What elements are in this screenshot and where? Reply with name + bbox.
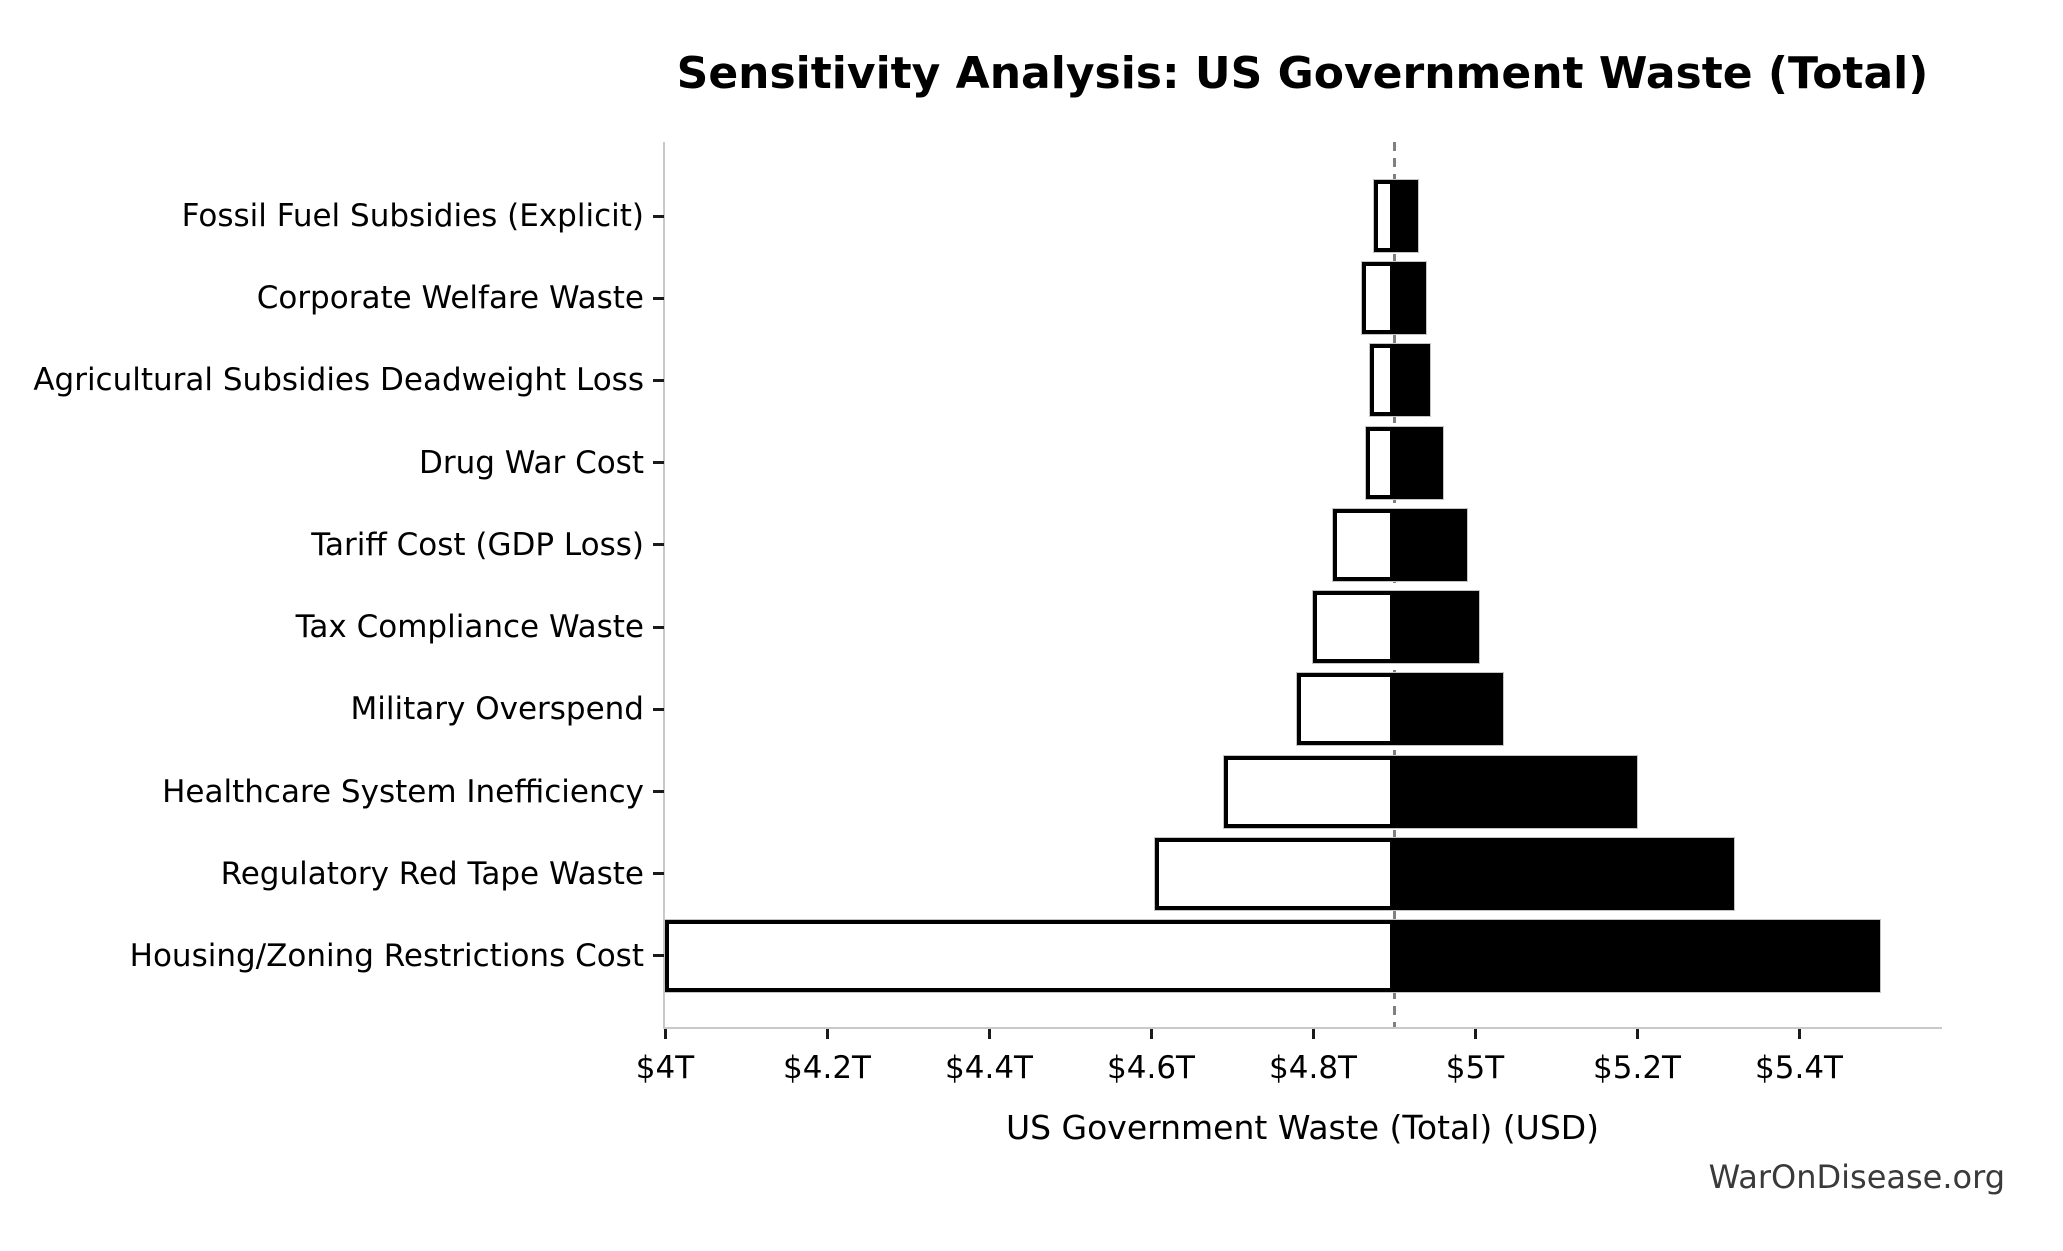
x-tick-mark [1311,1029,1315,1039]
bar-segment-high [1394,591,1480,664]
bar-segment-low [1223,755,1394,828]
x-axis-spine [663,1027,1942,1029]
tornado-bar [1222,754,1638,829]
category-label: Military Overspend [350,691,644,728]
category-label: Tax Compliance Waste [295,609,644,646]
x-tick-mark [1149,1029,1153,1039]
bar-segment-high [1394,180,1419,252]
bar-segment-low [1296,673,1394,746]
category-label: Tariff Cost (GDP Loss) [311,526,644,563]
y-tick-mark [653,296,664,300]
x-tick-mark [987,1029,991,1039]
x-tick-label: $4.8T [1269,1050,1357,1086]
watermark: WarOnDisease.org [1708,1158,2005,1196]
bar-segment-low [1373,180,1394,252]
x-tick-mark [825,1029,829,1039]
y-tick-mark [653,707,664,711]
x-tick-label: $4T [635,1050,695,1086]
chart-title: Sensitivity Analysis: US Government Wast… [676,48,1929,99]
x-tick-label: $5.2T [1593,1050,1681,1086]
tornado-bar [1368,343,1432,418]
x-tick-mark [1797,1029,1801,1039]
y-tick-mark [653,954,664,958]
bar-segment-low [1361,262,1394,335]
tornado-bar [1364,425,1444,500]
category-label: Drug War Cost [419,444,644,481]
x-tick-label: $4.6T [1107,1050,1195,1086]
category-label: Regulatory Red Tape Waste [220,855,644,892]
y-tick-mark [653,461,664,465]
bar-segment-low [665,919,1394,992]
bar-segment-low [1313,591,1394,664]
x-tick-label: $4.4T [945,1050,1033,1086]
y-tick-mark [653,790,664,794]
y-tick-mark [653,214,664,218]
tornado-bar [1312,590,1481,665]
tornado-bar [664,918,1881,993]
category-label: Corporate Welfare Waste [256,280,644,317]
bar-segment-low [1365,426,1394,499]
bar-segment-low [1155,837,1394,910]
y-tick-mark [653,872,664,876]
bar-segment-high [1393,673,1504,746]
bar-segment-high [1393,837,1735,910]
x-tick-mark [1635,1029,1639,1039]
x-tick-label: $5T [1445,1050,1505,1086]
y-tick-mark [653,625,664,629]
bar-segment-high [1393,344,1431,417]
tornado-bar [1360,261,1428,336]
category-label: Healthcare System Inefficiency [162,773,644,810]
bar-segment-high [1393,426,1443,499]
bar-segment-high [1393,755,1637,828]
category-label: Fossil Fuel Subsidies (Explicit) [181,198,644,234]
x-tick-mark [663,1029,667,1039]
x-axis-label: US Government Waste (Total) (USD) [1005,1108,1600,1147]
tornado-bar [1332,507,1468,582]
y-axis-spine [663,142,665,1029]
bar-segment-low [1369,344,1394,417]
x-tick-mark [1473,1029,1477,1039]
baseline-dashed-line [1392,142,1396,1027]
y-tick-mark [653,378,664,382]
category-label: Housing/Zoning Restrictions Cost [129,937,644,974]
tornado-bar [1154,836,1736,911]
bar-segment-high [1394,919,1880,992]
x-tick-label: $5.4T [1755,1050,1843,1086]
bar-segment-low [1333,508,1394,581]
x-tick-label: $4.2T [783,1050,871,1086]
category-label: Agricultural Subsidies Deadweight Loss [33,362,644,399]
y-tick-mark [653,543,664,547]
tornado-bar [1295,672,1505,747]
bar-segment-high [1394,508,1467,581]
tornado-bar [1372,179,1420,253]
bar-segment-high [1393,262,1427,335]
